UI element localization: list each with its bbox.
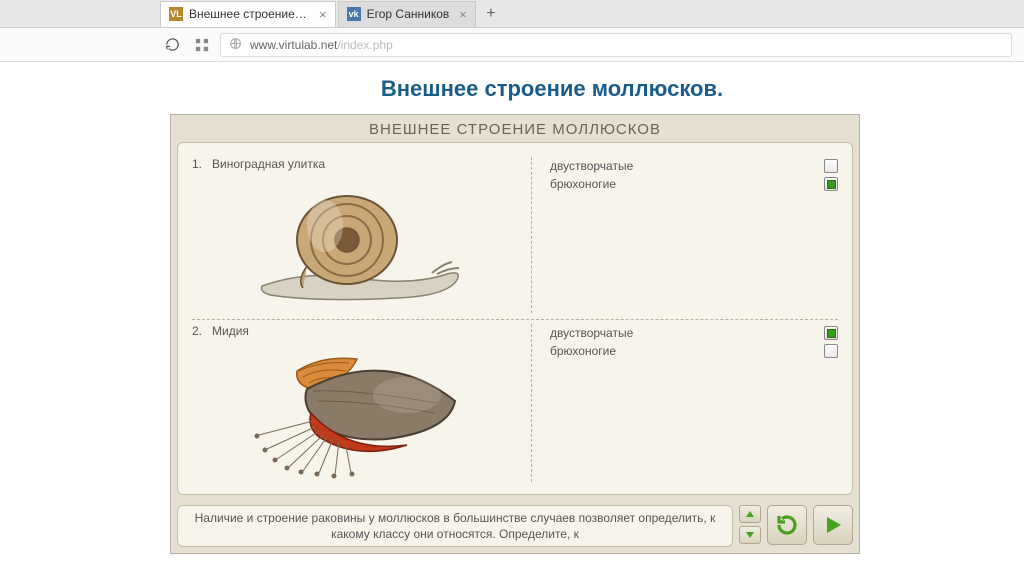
instruction-text: Наличие и строение раковины у моллюсков … bbox=[177, 505, 733, 547]
item-options: двустворчатые брюхоногие bbox=[532, 157, 838, 313]
globe-icon bbox=[229, 37, 242, 53]
option-label: двустворчатые bbox=[550, 326, 633, 340]
page-title: Внешнее строение моллюсков. bbox=[170, 76, 934, 102]
new-tab-button[interactable]: + bbox=[478, 1, 504, 27]
page-content: Внешнее строение моллюсков. ВНЕШНЕЕ СТРО… bbox=[0, 62, 1024, 554]
option-label: брюхоногие bbox=[550, 177, 616, 191]
checkbox[interactable] bbox=[824, 326, 838, 340]
item-name: Мидия bbox=[212, 324, 249, 338]
item-left: 1. Виноградная улитка bbox=[192, 157, 532, 313]
reset-button[interactable] bbox=[767, 505, 807, 545]
item-row: 2. Мидия bbox=[192, 320, 838, 488]
tab-virtulab[interactable]: VL Внешнее строение молл × bbox=[160, 1, 336, 27]
url-path: /index.php bbox=[337, 38, 392, 52]
item-label: 2. Мидия bbox=[192, 324, 521, 338]
close-icon[interactable]: × bbox=[459, 7, 467, 22]
reload-icon[interactable] bbox=[160, 33, 184, 57]
scroll-down-button[interactable] bbox=[739, 526, 761, 544]
favicon-vk: vk bbox=[347, 7, 361, 21]
option-row: двустворчатые bbox=[550, 324, 838, 342]
apps-icon[interactable] bbox=[190, 33, 214, 57]
tab-vk[interactable]: vk Егор Санников × bbox=[338, 1, 476, 27]
item-options: двустворчатые брюхоногие bbox=[532, 324, 838, 482]
checkbox[interactable] bbox=[824, 344, 838, 358]
option-row: брюхоногие bbox=[550, 342, 838, 360]
browser-addressbar: www.virtulab.net/index.php bbox=[0, 28, 1024, 62]
option-label: брюхоногие bbox=[550, 344, 616, 358]
item-num: 1. bbox=[192, 157, 202, 171]
app-frame: ВНЕШНЕЕ СТРОЕНИЕ МОЛЛЮСКОВ 1. Виноградна… bbox=[170, 114, 860, 554]
tab-label: Егор Санников bbox=[367, 7, 450, 21]
tab-label: Внешнее строение молл bbox=[189, 7, 309, 21]
url-host: www.virtulab.net bbox=[250, 38, 337, 52]
item-left: 2. Мидия bbox=[192, 324, 532, 482]
play-button[interactable] bbox=[813, 505, 853, 545]
option-row: брюхоногие bbox=[550, 175, 838, 193]
option-row: двустворчатые bbox=[550, 157, 838, 175]
mussel-illustration bbox=[192, 340, 521, 482]
app-footer: Наличие и строение раковины у моллюсков … bbox=[171, 501, 859, 553]
app-header: ВНЕШНЕЕ СТРОЕНИЕ МОЛЛЮСКОВ bbox=[171, 115, 859, 142]
url-input[interactable]: www.virtulab.net/index.php bbox=[220, 33, 1012, 57]
checkbox[interactable] bbox=[824, 177, 838, 191]
item-row: 1. Виноградная улитка bbox=[192, 153, 838, 320]
scroll-up-button[interactable] bbox=[739, 505, 761, 523]
snail-illustration bbox=[192, 173, 521, 313]
option-label: двустворчатые bbox=[550, 159, 633, 173]
checkbox[interactable] bbox=[824, 159, 838, 173]
item-name: Виноградная улитка bbox=[212, 157, 325, 171]
scroll-buttons bbox=[739, 505, 761, 547]
favicon-virtulab: VL bbox=[169, 7, 183, 21]
browser-tabbar: VL Внешнее строение молл × vk Егор Санни… bbox=[0, 0, 1024, 28]
item-label: 1. Виноградная улитка bbox=[192, 157, 521, 171]
close-icon[interactable]: × bbox=[319, 7, 327, 22]
content-panel: 1. Виноградная улитка bbox=[177, 142, 853, 495]
item-num: 2. bbox=[192, 324, 202, 338]
